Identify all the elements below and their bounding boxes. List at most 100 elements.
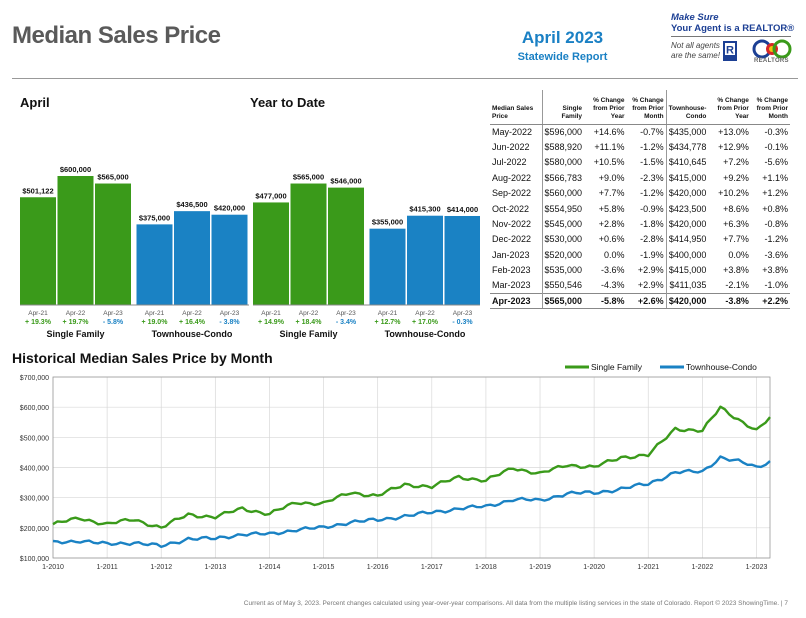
table-header: % Change from Prior Month [750, 90, 790, 125]
table-header: Townhouse-Condo [665, 90, 709, 125]
x-tick-label: 1-2014 [259, 564, 281, 571]
table-cell: +1.1% [762, 172, 788, 183]
x-tick-label: 1-2019 [529, 564, 551, 571]
april-heading: April [20, 95, 50, 110]
table-cell: $520,000 [541, 247, 585, 263]
table-cell: $566,783 [541, 170, 585, 186]
bar-0-0-2 [95, 183, 131, 305]
table-cell: $400,000 [665, 247, 709, 263]
bar-change-label: - 0.3% [452, 319, 473, 326]
table-cell: -2.8% [640, 234, 664, 245]
table-header: % Change from Prior Year [584, 90, 627, 125]
colorado-logo-icon [752, 39, 792, 59]
bar-change-label: + 17.0% [412, 319, 439, 326]
bar-period-label: Apr-21 [28, 310, 48, 317]
table-cell: $545,000 [541, 216, 585, 232]
table-cell: 0.0% [603, 249, 625, 260]
table-cell: $415,000 [665, 262, 709, 278]
table-cell: $530,000 [541, 231, 585, 248]
bar-value-label: $414,000 [447, 205, 478, 214]
table-cell: +7.2% [723, 157, 749, 168]
bar-0-1-1 [174, 211, 210, 305]
bar-change-label: + 19.7% [63, 319, 90, 326]
table-cell: +2.8% [598, 219, 625, 230]
table-cell: -1.5% [640, 157, 664, 168]
y-tick-label: $100,000 [20, 556, 49, 563]
y-tick-label: $600,000 [20, 405, 49, 412]
table-cell: Feb-2023 [492, 265, 531, 276]
x-tick-label: 1-2013 [204, 564, 226, 571]
table-cell: $535,000 [541, 262, 585, 278]
table-cell: Dec-2022 [492, 234, 532, 245]
table-cell: +12.9% [718, 142, 749, 153]
table-cell: +9.0% [598, 172, 625, 183]
realtor-badge: Make Sure Your Agent is a REALTOR® Not a… [668, 12, 798, 70]
table-cell: -3.6% [764, 249, 788, 260]
table-cell: $554,950 [541, 200, 585, 217]
bar-0-1-2 [211, 214, 248, 305]
table-cell: 0.0% [728, 249, 749, 260]
bar-value-label: $375,000 [139, 213, 170, 222]
bar-value-label: $565,000 [97, 173, 128, 182]
bar-1-0-0 [253, 202, 289, 305]
table-cell: +14.6% [593, 126, 625, 137]
price-table: Median Sales Price Single Family% Change … [490, 90, 790, 310]
table-cell: $420,000 [665, 292, 709, 310]
bar-0-0-0 [20, 197, 56, 305]
bar-change-label: + 18.4% [296, 319, 323, 326]
table-row: Aug-2022 $566,783 +9.0% -2.3% $415,000 +9.2% +… [490, 170, 790, 186]
table-cell: $420,000 [665, 185, 709, 201]
bar-1-0-2 [328, 187, 364, 305]
table-header: Median Sales Price [490, 90, 542, 125]
x-tick-label: 1-2011 [96, 564, 117, 571]
footer-note: Current as of May 3, 2023. Percent chang… [243, 600, 788, 607]
bar-1-0-1 [290, 183, 327, 305]
table-row: May-2022 $596,000 +14.6% -0.7% $435,000 +13.0… [490, 124, 790, 140]
table-cell: $435,000 [665, 124, 709, 140]
bar-period-label: Apr-23 [453, 310, 473, 317]
table-cell: +2.9% [637, 265, 664, 276]
table-cell: -1.2% [640, 188, 664, 199]
table-cell: $588,920 [541, 139, 585, 155]
table-row: Jan-2023 $520,000 0.0% -1.9% $400,000 0.0% -3.… [490, 247, 790, 263]
table-cell: +10.5% [593, 157, 625, 168]
table-cell: +0.6% [598, 234, 625, 245]
table-cell: +2.6% [626, 292, 667, 310]
table-cell: -0.8% [764, 219, 788, 230]
table-cell: +13.0% [718, 126, 749, 137]
table-row: Sep-2022 $560,000 +7.7% -1.2% $420,000 +10.2%… [490, 185, 790, 201]
table-cell: +3.8% [723, 265, 749, 276]
bar-change-label: - 3.8% [219, 319, 240, 326]
table-cell: $596,000 [541, 124, 585, 140]
table-header: % Change from Prior Month [626, 90, 667, 125]
table-row: Mar-2023 $550,546 -4.3% +2.9% $411,035 -2.1% -… [490, 277, 790, 294]
bar-charts: $501,122 Apr-21 + 19.3% $600,000 Apr-22 + 19.… [20, 165, 480, 339]
y-tick-label: $500,000 [20, 435, 49, 442]
bar-period-label: Apr-22 [299, 310, 319, 317]
table-cell: +7.7% [723, 234, 749, 245]
table-cell: -1.9% [640, 249, 664, 260]
group-label: Townhouse-Condo [385, 329, 466, 339]
table-row: Oct-2022 $554,950 +5.8% -0.9% $423,500 +8.6% +… [490, 200, 790, 217]
table-row: Jun-2022 $588,920 +11.1% -1.2% $434,778 +12.9… [490, 139, 790, 155]
bar-period-label: Apr-22 [182, 310, 202, 317]
bar-value-label: $477,000 [255, 191, 286, 200]
table-cell: -5.6% [764, 157, 788, 168]
legend-label: Townhouse-Condo [686, 362, 757, 372]
table-row: Jul-2022 $580,000 +10.5% -1.5% $410,645 +7.2%… [490, 154, 790, 171]
x-tick-label: 1-2022 [691, 564, 713, 571]
report-subtitle: Statewide Report [517, 51, 608, 63]
realtors-org-text: REALTORS [754, 58, 789, 64]
bar-period-label: Apr-22 [415, 310, 435, 317]
historical-line-chart: $100,000 $200,000 $300,000 $400,000 $500,000… [20, 362, 771, 571]
y-tick-label: $700,000 [20, 375, 49, 382]
x-tick-label: 1-2015 [313, 564, 335, 571]
x-tick-label: 1-2012 [150, 564, 172, 571]
table-cell: May-2022 [492, 126, 533, 137]
table-cell: +0.8% [762, 203, 788, 214]
table-cell: -1.8% [640, 219, 664, 230]
table-cell: +2.9% [637, 280, 664, 291]
table-cell: -4.3% [600, 280, 625, 291]
realtor-tagline-2: Your Agent is a REALTOR® [671, 23, 795, 34]
table-cell: +7.7% [598, 188, 625, 199]
